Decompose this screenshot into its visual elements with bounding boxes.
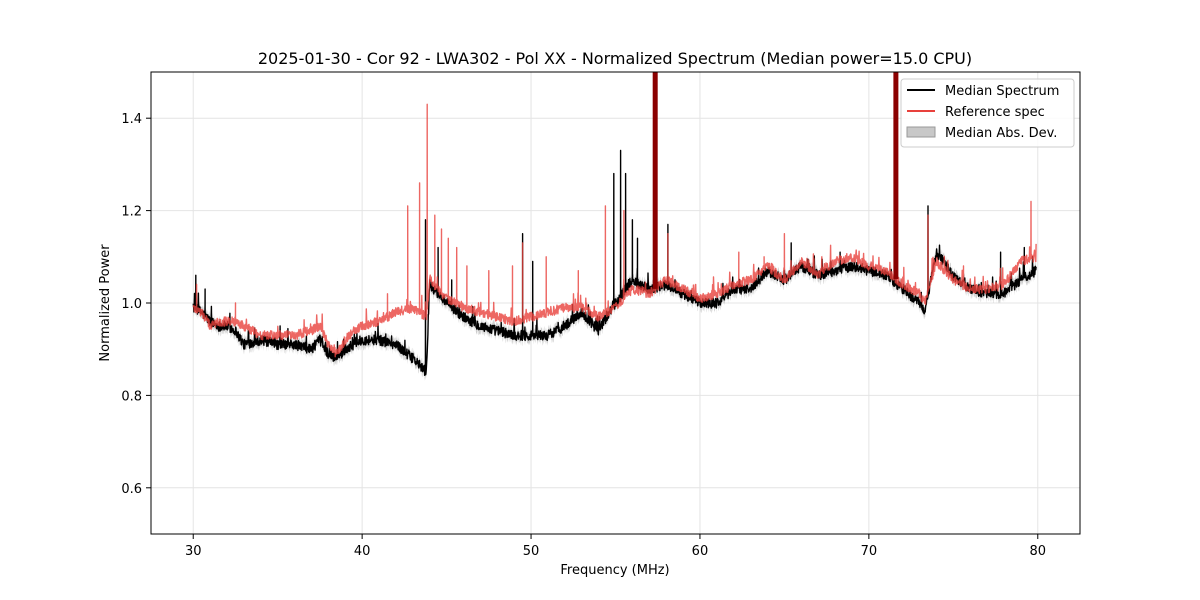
legend: Median Spectrum Reference spec Median Ab… bbox=[900, 78, 1075, 148]
x-axis-ticks: 30 40 50 60 70 80 bbox=[185, 534, 1046, 559]
legend-reference-label: Reference spec bbox=[945, 105, 1045, 120]
y-tick-label: 1.4 bbox=[121, 112, 142, 127]
x-tick-label: 40 bbox=[354, 544, 371, 559]
x-tick-label: 50 bbox=[523, 544, 540, 559]
y-tick-label: 0.6 bbox=[121, 482, 142, 497]
y-axis-ticks: 0.6 0.8 1.0 1.2 1.4 bbox=[121, 112, 151, 497]
reference-spec-line bbox=[192, 72, 1037, 358]
x-tick-label: 60 bbox=[692, 544, 709, 559]
legend-mad-label: Median Abs. Dev. bbox=[945, 126, 1057, 141]
legend-mad-swatch bbox=[906, 126, 936, 138]
plot-area bbox=[192, 72, 1037, 381]
reference-spec-layer bbox=[192, 72, 1037, 358]
legend-median-label: Median Spectrum bbox=[945, 84, 1059, 99]
x-tick-label: 80 bbox=[1029, 544, 1046, 559]
rfi-spike-bar bbox=[652, 72, 658, 289]
legend-box bbox=[900, 78, 1075, 148]
x-axis-label: Frequency (MHz) bbox=[560, 563, 669, 578]
y-axis-label: Normalized Power bbox=[98, 244, 113, 362]
y-tick-label: 0.8 bbox=[121, 389, 142, 404]
y-tick-label: 1.2 bbox=[121, 205, 142, 220]
rfi-spike-bar bbox=[893, 72, 899, 279]
x-tick-label: 30 bbox=[185, 544, 202, 559]
chart-title: 2025-01-30 - Cor 92 - LWA302 - Pol XX - … bbox=[258, 49, 972, 68]
x-tick-label: 70 bbox=[861, 544, 878, 559]
y-tick-label: 1.0 bbox=[121, 297, 142, 312]
